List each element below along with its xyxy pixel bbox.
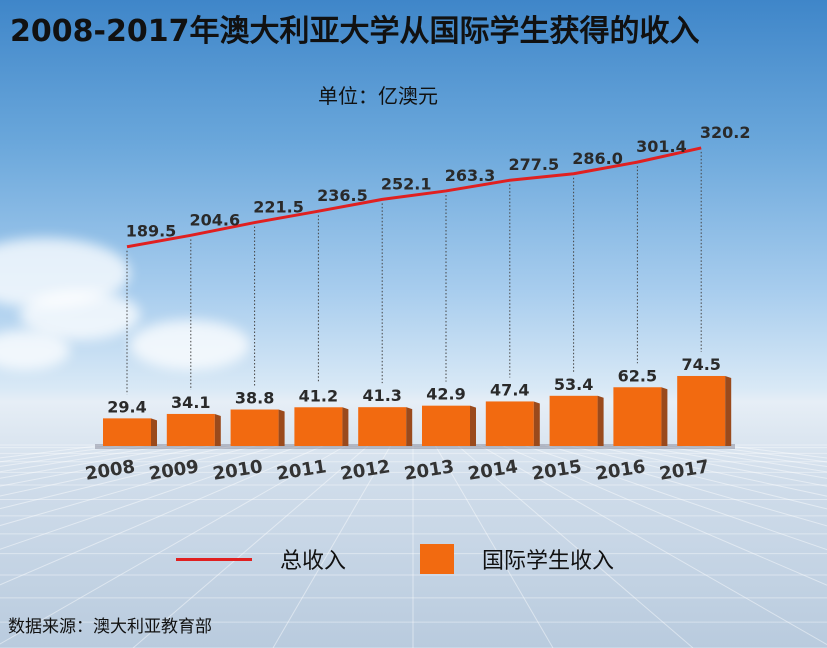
legend-item-total: 总收入	[176, 543, 346, 575]
line-value-label: 252.1	[381, 174, 432, 193]
bar-side-2009	[214, 413, 221, 446]
bar-side-2011	[342, 407, 349, 446]
x-tick-label: 2010	[211, 456, 264, 485]
x-tick-label: 2011	[275, 456, 328, 485]
bar-value-label: 34.1	[171, 393, 210, 412]
bar-2017	[677, 375, 726, 446]
legend-label-international: 国际学生收入	[482, 549, 615, 574]
bar-value-label: 42.9	[426, 385, 465, 404]
bar-2012	[358, 407, 407, 446]
bar-2011	[294, 407, 343, 446]
x-tick-label: 2015	[530, 456, 583, 485]
bar-value-label: 62.5	[618, 366, 657, 385]
bar-side-2012	[406, 407, 413, 446]
x-tick-label: 2008	[84, 456, 137, 485]
line-value-label: 204.6	[189, 210, 240, 229]
bar-value-label: 53.4	[554, 375, 593, 394]
bar-value-label: 41.3	[362, 386, 401, 405]
x-tick-label: 2009	[148, 456, 201, 485]
x-tick-label: 2013	[403, 456, 456, 485]
x-tick-label: 2012	[339, 456, 392, 485]
bar-value-label: 74.5	[681, 355, 720, 374]
x-tick-label: 2017	[658, 456, 711, 485]
x-tick-label: 2016	[594, 456, 647, 485]
line-value-label: 263.3	[445, 166, 496, 185]
legend-line-swatch	[176, 557, 252, 561]
bar-side-2017	[725, 375, 732, 446]
line-value-label: 189.5	[126, 222, 177, 241]
x-tick-label: 2014	[467, 456, 520, 485]
legend-bar-swatch	[420, 544, 454, 574]
line-value-label: 320.2	[700, 123, 751, 142]
bar-value-label: 38.8	[235, 389, 274, 408]
bar-value-label: 41.2	[299, 386, 338, 405]
bar-2014	[485, 401, 534, 446]
unit-label: 单位：亿澳元	[318, 84, 438, 108]
line-value-label: 286.0	[572, 149, 623, 168]
cloud-decoration	[0, 330, 70, 370]
bar-side-2014	[533, 401, 540, 446]
cloud-decoration	[130, 320, 250, 370]
bar-2013	[422, 405, 470, 446]
bar-side-2015	[597, 395, 604, 446]
bar-side-2010	[278, 409, 285, 446]
bar-value-label: 29.4	[107, 397, 146, 416]
bar-2015	[549, 395, 598, 446]
chart-title: 2008-2017年澳大利亚大学从国际学生获得的收入	[10, 14, 700, 49]
bar-2010	[230, 409, 279, 446]
bar-value-label: 47.4	[490, 380, 529, 399]
line-value-label: 236.5	[317, 186, 368, 205]
bar-2009	[166, 413, 215, 446]
legend-label-total: 总收入	[280, 549, 347, 574]
bar-2016	[613, 387, 662, 446]
bar-side-2016	[661, 387, 668, 446]
legend-item-international: 国际学生收入	[420, 543, 614, 575]
line-value-label: 221.5	[253, 198, 304, 217]
bar-side-2008	[151, 418, 157, 446]
line-value-label: 277.5	[508, 155, 559, 174]
bar-floor-shadow	[95, 444, 735, 449]
source-note: 数据来源：澳大利亚教育部	[8, 617, 212, 637]
total-income-line	[126, 146, 702, 249]
bar-2008	[103, 418, 151, 446]
bar-side-2013	[470, 405, 476, 446]
line-value-label: 301.4	[636, 137, 687, 156]
